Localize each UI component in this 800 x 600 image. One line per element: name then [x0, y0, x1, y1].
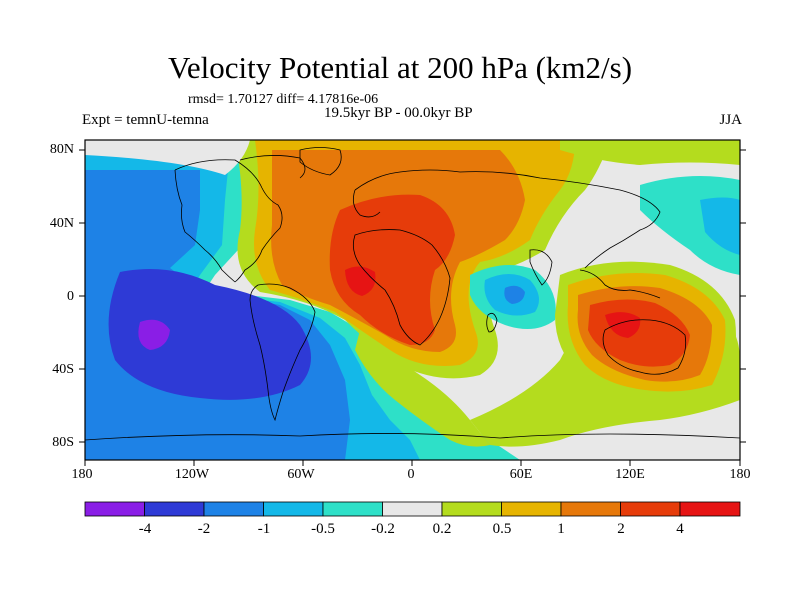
experiment-label: Expt = temnU-temna	[82, 112, 209, 128]
coastlines	[85, 147, 740, 441]
colorbar-label: 0.5	[492, 521, 512, 537]
positive-region-red-orange	[329, 194, 455, 345]
arctic-gray-band	[85, 140, 250, 175]
stats-text: rmsd= 1.70127 diff= 4.17816e-06	[188, 92, 379, 107]
lat-tick-label: 40N	[49, 216, 74, 231]
colorbar-label: -1	[257, 521, 271, 537]
axis-ticks	[79, 149, 746, 466]
season-label: JJA	[719, 112, 742, 128]
map-title: Velocity Potential at 200 hPa (km2/s)	[167, 50, 633, 85]
colorbar-label: 2	[617, 521, 625, 537]
colorbar-label: -0.5	[311, 521, 335, 537]
colorbar-swatch-gold	[501, 501, 562, 517]
lat-tick-label: 80N	[49, 142, 74, 157]
colorbar-swatch-red-orange	[620, 501, 681, 517]
colorbar-label: -4	[138, 521, 152, 537]
colorbar-swatch-orange	[560, 501, 621, 517]
lat-tick-label: 40S	[52, 362, 74, 377]
lon-tick-label: 0	[407, 467, 415, 482]
colorbar-label: 1	[557, 521, 565, 537]
lon-tick-label: 180	[71, 467, 93, 482]
lon-tick-label: 180	[729, 467, 751, 482]
lat-tick-label: 80S	[52, 435, 74, 450]
colorbar-swatch-light-blue	[263, 501, 324, 517]
australia-core-red	[605, 312, 641, 338]
lon-tick-label: 60E	[509, 467, 533, 482]
negative-core-purple	[138, 319, 170, 350]
contour-field	[85, 140, 740, 460]
arctic-lime-band	[560, 140, 740, 165]
colorbar-label: 4	[676, 521, 684, 537]
colorbar-swatch-red	[679, 501, 741, 517]
colorbar-swatch-purple	[84, 501, 145, 517]
colorbar-label: -0.2	[371, 521, 395, 537]
colorbar-swatch-lime	[441, 501, 502, 517]
lat-tick-label: 0	[67, 289, 74, 304]
indian-negative-mid-blue	[504, 285, 525, 304]
lon-tick-label: 60W	[287, 467, 315, 482]
colorbar-swatch-mid-blue	[203, 501, 264, 517]
colorbar-label: -2	[197, 521, 211, 537]
colorbar	[84, 501, 741, 517]
south-lime-band-b	[355, 330, 490, 447]
colorbar-swatch-blue	[144, 501, 205, 517]
colorbar-swatch-gray	[382, 501, 443, 517]
lon-tick-label: 120W	[174, 467, 210, 482]
colorbar-label: 0.2	[432, 521, 452, 537]
colorbar-swatch-cyan	[322, 501, 383, 517]
negative-region-blue	[108, 268, 311, 400]
period-text: 19.5kyr BP - 00.0kyr BP	[324, 105, 473, 121]
north-pacific-light-blue	[700, 197, 740, 255]
lon-tick-label: 120E	[615, 467, 645, 482]
